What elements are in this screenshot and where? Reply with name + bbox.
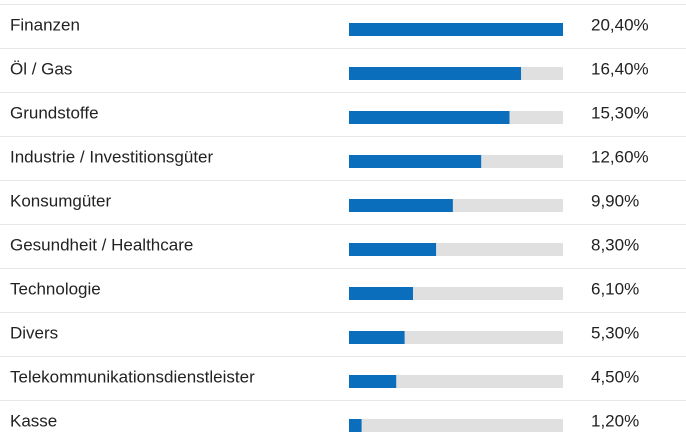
category-label: Telekommunikationsdienstleister [10, 367, 255, 386]
category-label: Konsumgüter [10, 191, 111, 210]
category-label: Technologie [10, 279, 101, 298]
category-label: Kasse [10, 411, 57, 430]
category-label: Finanzen [10, 15, 80, 34]
bar [349, 331, 405, 344]
category-label: Öl / Gas [10, 59, 72, 78]
bar [349, 111, 510, 124]
bar [349, 243, 437, 256]
value-label: 20,40% [591, 15, 649, 34]
value-label: 8,30% [591, 235, 639, 254]
bar-track [349, 375, 563, 388]
value-label: 4,50% [591, 367, 639, 386]
value-label: 9,90% [591, 191, 639, 210]
value-label: 12,60% [591, 147, 649, 166]
bar [349, 199, 453, 212]
bar [349, 287, 413, 300]
value-label: 6,10% [591, 279, 639, 298]
category-label: Grundstoffe [10, 103, 99, 122]
category-label: Industrie / Investitionsgüter [10, 147, 214, 166]
bar-track [349, 419, 563, 432]
bar [349, 155, 482, 168]
bar [349, 419, 362, 432]
bar [349, 67, 522, 80]
value-label: 1,20% [591, 411, 639, 430]
value-label: 5,30% [591, 323, 639, 342]
bar [349, 375, 397, 388]
value-label: 16,40% [591, 59, 649, 78]
value-label: 15,30% [591, 103, 649, 122]
category-label: Divers [10, 323, 58, 342]
category-label: Gesundheit / Healthcare [10, 235, 193, 254]
bar [349, 23, 563, 36]
